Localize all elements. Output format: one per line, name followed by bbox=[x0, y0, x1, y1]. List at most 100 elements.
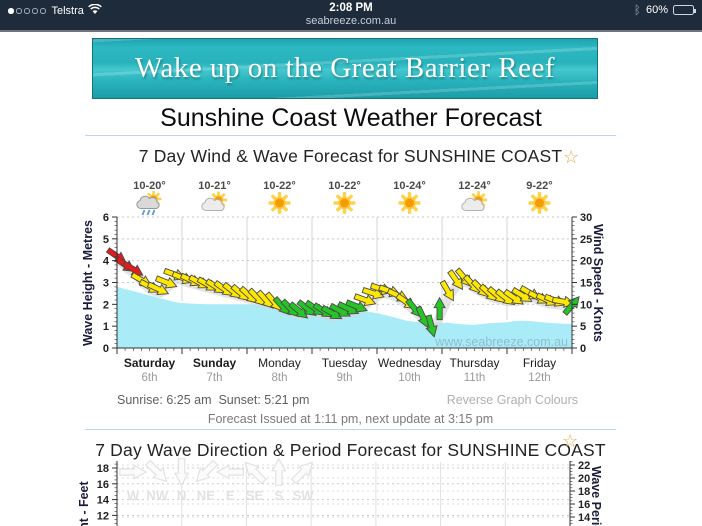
direction-legend-arrow bbox=[290, 461, 314, 485]
temp-range: 10-22° bbox=[263, 180, 296, 192]
wind-arrow bbox=[188, 274, 211, 289]
wind-arrow bbox=[502, 288, 524, 305]
sunny-weather-icon bbox=[398, 192, 421, 214]
url-bar[interactable]: seabreeze.com.au bbox=[305, 15, 397, 27]
forecast-issued-label: Forecast Issued at 1:11 pm, next update … bbox=[207, 412, 494, 426]
wind-arrow bbox=[478, 283, 499, 302]
wind-arrow bbox=[179, 272, 203, 287]
direction-legend-arrow bbox=[215, 464, 244, 480]
wind-axis-tick: 0 bbox=[580, 343, 586, 355]
page-top-edge bbox=[0, 30, 702, 32]
day-label: Tuesday bbox=[322, 356, 368, 370]
wind-axis-label: Wind Speed - Knots bbox=[591, 224, 605, 342]
feet-axis-tick: 14 bbox=[97, 495, 110, 507]
day-date: 8th bbox=[272, 372, 288, 384]
direction-legend-label: NE bbox=[197, 488, 215, 503]
direction-legend-arrow bbox=[144, 459, 168, 483]
wifi-icon bbox=[88, 3, 102, 18]
wind-arrow bbox=[296, 299, 317, 317]
wind-arrow bbox=[439, 279, 454, 302]
clock: 2:08 PM bbox=[329, 2, 373, 14]
wave-axis-tick: 1 bbox=[103, 321, 109, 333]
status-left: Telstra bbox=[8, 3, 102, 18]
wind-arrow bbox=[105, 247, 127, 264]
temp-range: 10-21° bbox=[198, 180, 231, 192]
sunrise-sunset-label: Sunrise: 6:25 am Sunset: 5:21 pm bbox=[117, 393, 310, 407]
direction-legend-label: SE bbox=[246, 488, 264, 503]
wave-axis-tick: 4 bbox=[103, 256, 110, 268]
wind-arrow bbox=[447, 269, 464, 291]
wind-arrow bbox=[519, 285, 541, 300]
wind-wave-chart: www.seabreeze.com.au0123456051015202530W… bbox=[81, 180, 605, 384]
status-right: ᛒ 60% bbox=[633, 3, 696, 17]
panel-divider bbox=[85, 429, 616, 430]
temp-range: 10-24° bbox=[393, 180, 426, 192]
temp-range: 10-20° bbox=[133, 180, 166, 192]
watermark: www.seabreeze.com.au bbox=[434, 335, 568, 349]
wind-arrow bbox=[353, 293, 377, 307]
direction-legend-arrow bbox=[195, 459, 219, 483]
day-date: 9th bbox=[337, 372, 353, 384]
wind-arrow bbox=[369, 282, 394, 296]
wind-arrow bbox=[551, 295, 576, 308]
wind-arrow bbox=[535, 292, 559, 306]
direction-legend-label: S bbox=[274, 488, 283, 503]
wave-axis-label: Wave Height - Metres bbox=[81, 220, 95, 346]
wind-arrow bbox=[415, 305, 430, 329]
wind-arrow bbox=[255, 289, 274, 309]
bluetooth-icon: ᛒ bbox=[633, 3, 641, 17]
wave-height-area bbox=[117, 285, 572, 348]
partly-weather-icon bbox=[201, 191, 228, 211]
feet-axis-label: Wave Height - Feet bbox=[77, 480, 91, 526]
wind-arrow bbox=[361, 286, 385, 300]
wave-direction-chart: 1816141210222018161412Wave Height - Feet… bbox=[77, 457, 603, 526]
wave-axis-tick: 0 bbox=[103, 343, 109, 355]
signal-strength-icon bbox=[8, 8, 46, 14]
wind-arrow bbox=[247, 287, 267, 307]
wind-arrow bbox=[562, 296, 580, 316]
favourite-star-icon[interactable]: ☆ bbox=[563, 147, 580, 167]
wind-arrow bbox=[230, 283, 251, 302]
wave-direction-chart-title: 7 Day Wave Direction & Period Forecast f… bbox=[95, 440, 606, 460]
wind-arrow bbox=[204, 278, 227, 294]
status-bar: Telstra 2:08 PM seabreeze.com.au ᛒ 60% bbox=[0, 0, 702, 30]
wind-axis-tick: 15 bbox=[580, 278, 592, 290]
wind-arrow bbox=[221, 281, 243, 299]
wind-arrow bbox=[312, 302, 334, 318]
feet-axis-tick: 18 bbox=[97, 463, 109, 475]
day-label: Sunday bbox=[193, 356, 237, 370]
wind-arrow bbox=[454, 267, 473, 288]
wind-axis-tick: 25 bbox=[580, 234, 592, 246]
day-label: Saturday bbox=[124, 356, 176, 370]
temp-range: 12-24° bbox=[458, 180, 491, 192]
carrier-label: Telstra bbox=[51, 5, 84, 17]
wind-arrow bbox=[486, 285, 507, 304]
wind-arrow bbox=[494, 288, 516, 306]
wind-arrow bbox=[320, 304, 343, 320]
period-axis-tick: 20 bbox=[578, 473, 590, 485]
feet-axis-tick: 16 bbox=[97, 479, 109, 491]
wave-axis-tick: 6 bbox=[103, 212, 109, 224]
favourite-star-icon[interactable]: ☆ bbox=[562, 431, 579, 451]
wave-axis-tick: 5 bbox=[103, 234, 109, 246]
wind-axis-tick: 30 bbox=[580, 212, 592, 224]
wind-arrow bbox=[405, 297, 423, 318]
day-date: 6th bbox=[142, 372, 158, 384]
direction-legend-arrow bbox=[244, 461, 267, 485]
reverse-graph-colours-link[interactable]: Reverse Graph Colours bbox=[446, 393, 578, 407]
wind-arrow bbox=[328, 302, 351, 317]
period-axis-label: Wave Period - Seconds bbox=[589, 466, 603, 526]
temp-range: 10-22° bbox=[328, 180, 361, 192]
wind-arrow bbox=[272, 295, 291, 316]
wind-arrow bbox=[288, 301, 309, 319]
wind-arrow bbox=[378, 284, 402, 298]
sunny-weather-icon bbox=[268, 192, 291, 214]
wind-axis-tick: 5 bbox=[580, 321, 586, 333]
day-label: Monday bbox=[258, 356, 301, 370]
advert-banner[interactable]: Wake up on the Great Barrier Reef bbox=[92, 38, 598, 99]
wind-arrow bbox=[345, 299, 368, 313]
showers-weather-icon bbox=[136, 190, 162, 216]
battery-icon bbox=[673, 5, 696, 15]
wind-wave-chart-title: 7 Day Wind & Wave Forecast for SUNSHINE … bbox=[138, 146, 563, 166]
